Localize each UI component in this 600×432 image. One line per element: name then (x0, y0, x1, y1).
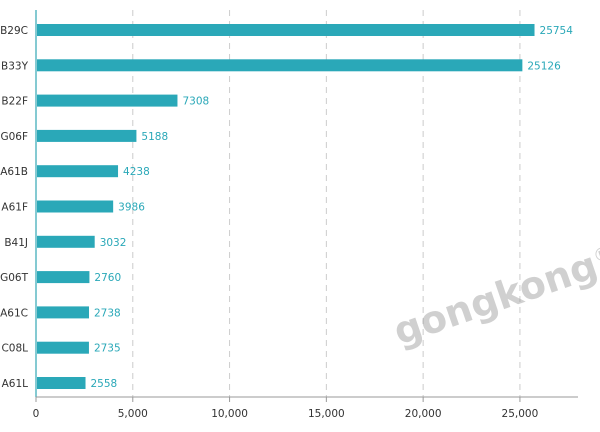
data-label: 3032 (100, 237, 127, 249)
x-tick-label: 10,000 (211, 408, 248, 420)
x-tick-label: 25,000 (502, 408, 539, 420)
category-label: B22F (1, 96, 28, 108)
bar (37, 165, 119, 178)
bar (37, 24, 535, 36)
grid-lines (132, 10, 521, 397)
data-label: 2558 (91, 378, 118, 390)
bar (37, 341, 89, 354)
data-label: 25754 (540, 25, 574, 37)
data-label: 25126 (527, 60, 561, 72)
x-tick-label: 20,000 (405, 408, 442, 420)
bar (37, 306, 89, 319)
category-label: B41J (4, 237, 28, 249)
bar (37, 271, 90, 284)
bar (37, 129, 137, 142)
data-label: 2735 (94, 343, 121, 355)
category-label: A61F (1, 202, 28, 214)
category-label: G06T (0, 272, 28, 284)
data-label: 7308 (182, 96, 209, 108)
bar (37, 59, 523, 72)
data-label: 5188 (141, 131, 168, 143)
x-tick-label: 15,000 (308, 408, 345, 420)
labels: 0 5,000 10,000 15,000 20,000 25,000 B29C 25754 B… (0, 25, 573, 420)
category-label: A61L (2, 378, 29, 390)
data-label: 2760 (94, 272, 121, 284)
data-label: 2738 (94, 307, 121, 319)
category-label: C08L (1, 343, 28, 355)
data-label: 3986 (118, 202, 145, 214)
axes (35, 10, 578, 402)
category-label: G06F (0, 131, 28, 143)
bar (37, 235, 95, 248)
category-label: B29C (0, 25, 28, 37)
bar (37, 200, 114, 213)
bar (37, 94, 178, 107)
bar (37, 377, 86, 389)
data-label: 4238 (123, 166, 150, 178)
category-label: A61B (0, 166, 28, 178)
x-tick-label: 5,000 (118, 408, 148, 420)
category-label: B33Y (1, 60, 29, 72)
x-tick-label: 0 (33, 408, 40, 420)
category-label: A61C (0, 307, 28, 319)
bars (37, 24, 535, 389)
